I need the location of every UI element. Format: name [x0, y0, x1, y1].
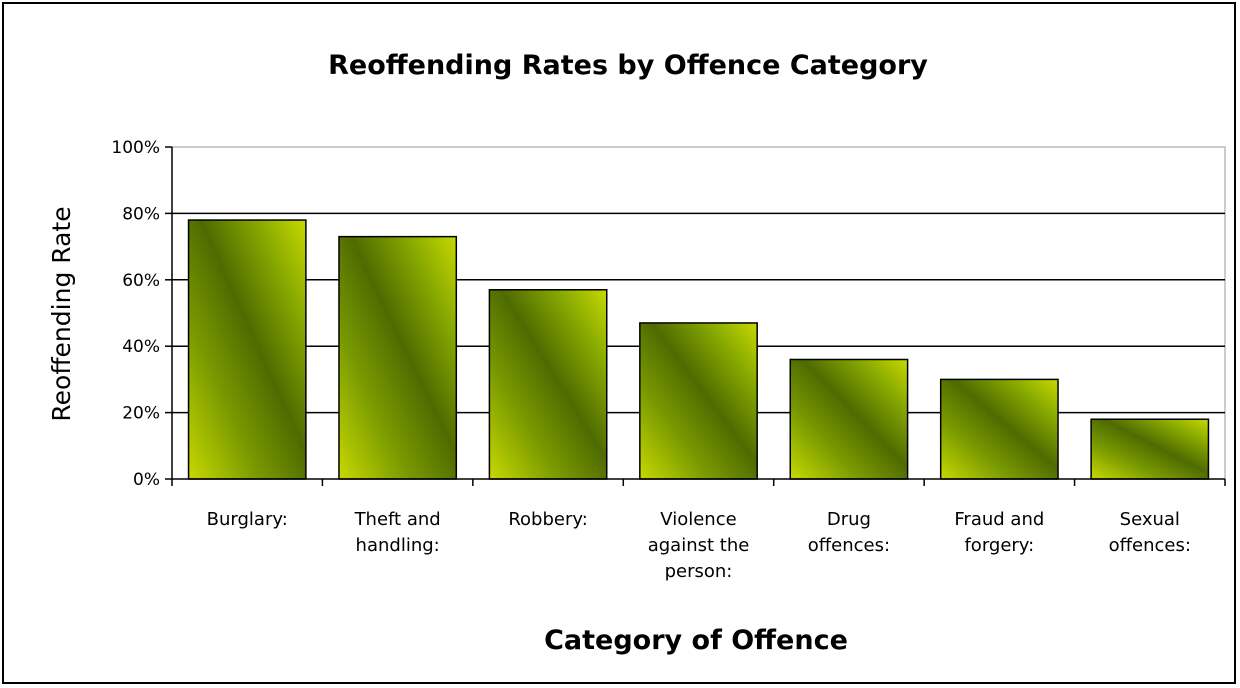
y-tick-label: 80% — [122, 204, 160, 224]
x-tick-label: Burglary: — [207, 509, 288, 530]
x-axis-label: Category of Offence — [544, 625, 848, 656]
plot-area: 0% 20% 40% 60% 80% 100% Burglary: Theft and hand… — [111, 138, 1226, 582]
y-tick-label: 100% — [111, 138, 160, 158]
x-tick-label: Fraud and forgery: — [954, 509, 1044, 556]
bar — [939, 378, 1059, 480]
bar — [488, 289, 608, 480]
bar — [338, 235, 458, 480]
y-axis-label: Reoffending Rate — [47, 206, 76, 421]
bar — [1090, 418, 1210, 480]
bar — [639, 322, 758, 480]
x-tick-label: Robbery: — [508, 509, 587, 530]
x-tick-label: Theft and handling: — [354, 509, 441, 556]
y-tick-label: 40% — [122, 337, 160, 357]
x-tick-label: Violence against the person: — [648, 509, 750, 582]
bar — [187, 219, 307, 480]
y-tick-label: 60% — [122, 271, 160, 291]
chart-title: Reoffending Rates by Offence Category — [328, 50, 928, 81]
y-tick-label: 0% — [133, 470, 160, 490]
bar — [789, 358, 909, 480]
x-tick-label: Drug offences: — [808, 509, 890, 556]
y-tick-label: 20% — [122, 404, 160, 424]
x-tick-label: Sexual offences: — [1109, 509, 1191, 556]
